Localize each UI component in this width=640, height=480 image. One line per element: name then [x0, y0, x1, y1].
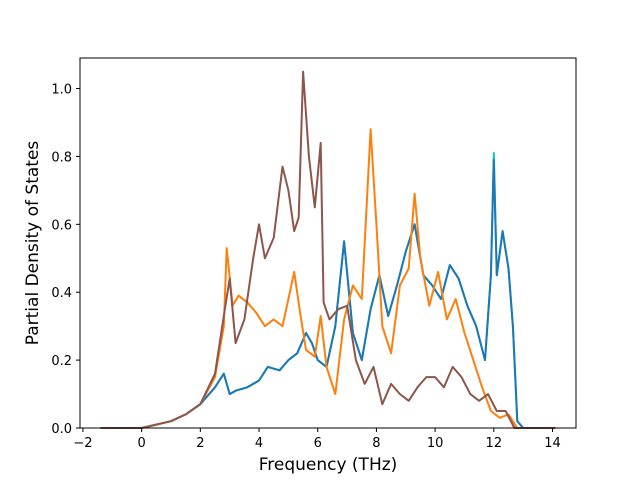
y-tick-label: 0.2 [51, 354, 72, 369]
x-tick-label: 6 [314, 436, 322, 451]
series-layer [100, 70, 556, 429]
x-tick-label: −2 [73, 436, 92, 451]
y-axis-title: Partial Density of States [23, 141, 43, 346]
x-tick-label: 10 [427, 436, 444, 451]
x-tick-label: 12 [486, 436, 503, 451]
y-tick-label: 0.6 [51, 218, 72, 233]
x-axis-ticks: −2 0 2 4 6 8 10 12 14 [73, 428, 561, 451]
series-line-blue [100, 158, 556, 429]
y-axis-ticks: 0.0 0.2 0.4 0.6 0.8 1.0 [51, 83, 80, 437]
x-tick-label: 2 [196, 436, 204, 451]
x-tick-label: 0 [137, 436, 145, 451]
y-tick-label: 0.0 [51, 422, 72, 437]
x-tick-label: 14 [544, 436, 561, 451]
y-tick-label: 0.8 [51, 150, 72, 165]
y-tick-label: 1.0 [51, 83, 72, 98]
x-tick-label: 8 [372, 436, 380, 451]
plot-frame [79, 57, 577, 429]
y-tick-label: 0.4 [51, 286, 72, 301]
x-tick-label: 4 [255, 436, 263, 451]
x-axis-title: Frequency (THz) [259, 455, 398, 475]
series-line-brown [100, 70, 556, 429]
